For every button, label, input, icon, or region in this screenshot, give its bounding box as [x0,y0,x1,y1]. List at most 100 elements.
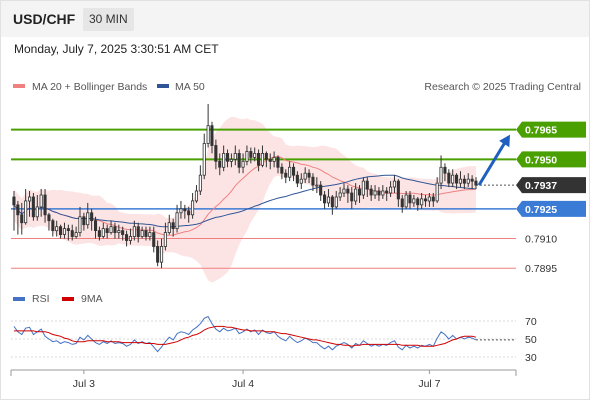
candle [113,222,117,239]
credit-label: Research © 2025 Trading Central [424,81,581,93]
candle [24,189,28,225]
candle [245,145,249,166]
candle [214,139,218,170]
level-tag-bg-3 [516,200,586,217]
candle-body [350,192,354,202]
candle-body [342,188,346,194]
candle-body [408,194,412,204]
candle-body [451,174,455,184]
candle [82,212,86,231]
candle-body [78,216,82,234]
candle-body [439,166,443,184]
candle-body [299,178,303,184]
currency-pair-title: USD/CHF [13,11,76,27]
candle-body [179,208,183,214]
candle [105,224,109,239]
candle [210,121,214,154]
candle [175,204,179,233]
candle [66,224,70,241]
candle [16,200,20,235]
candle [338,187,342,201]
candle [303,167,307,184]
level-label-4: 0.7910 [525,234,557,246]
candle-body [24,200,28,224]
candle-body [43,194,47,216]
candle [70,224,74,241]
candle-body [431,196,435,202]
candle [322,191,327,209]
candle [74,226,78,239]
candle [474,177,478,190]
candle [443,163,447,182]
candle-body [276,156,280,168]
rsi-tick-label-1: 50 [525,334,537,346]
candle-body [272,156,276,162]
candle [12,191,16,231]
candle-body [284,172,288,178]
candle-body [62,228,66,235]
rsi-legend-label: RSI [32,293,50,305]
candle-body [152,232,156,247]
level-tag-bg-0 [516,121,586,138]
candle [319,181,323,201]
candle [97,226,101,241]
candle [148,226,152,241]
candle [396,179,400,207]
candle-body [132,226,136,237]
candle-body [454,174,459,184]
candle-body [159,245,164,263]
rsi-tick-label-2: 30 [525,352,537,364]
candle [357,185,362,203]
candle-body [237,152,241,168]
chart-datetime: Monday, July 7, 2025 3:30:51 AM CET [14,42,219,56]
candle [392,175,396,194]
candle-body [373,190,377,196]
candle-body [74,232,78,238]
candle [284,169,288,184]
candle-body [190,200,195,216]
candle [400,194,404,213]
candle-body [264,152,268,160]
candle [198,165,202,195]
candle-body [66,228,70,232]
candle-body [105,228,109,234]
candle-body [253,152,257,158]
candle-body [404,194,408,208]
rsi-tick-label-0: 70 [525,316,537,328]
candle-body [171,222,175,229]
candle-body [288,166,292,178]
candle [291,163,296,182]
candle [454,173,459,190]
timeframe-badge[interactable]: 30 MIN [83,8,134,31]
candle-body [392,180,396,188]
ma20-legend-swatch [13,84,25,88]
candle [121,226,125,241]
candle-body [233,152,237,160]
candle-body [229,158,233,162]
x-tick-label-0: Jul 3 [73,378,95,390]
candle-body [47,214,51,222]
candle-body [121,230,125,236]
candle [346,185,350,203]
candle-body [256,152,261,166]
candle-body [458,178,462,184]
candle [280,163,284,180]
candle-body [315,184,319,187]
rsi-legend-swatch [13,297,25,301]
candle [315,177,319,194]
candle [427,193,431,207]
candle-body [377,190,381,196]
rsi-series-0 [13,315,477,353]
candle-body [396,180,400,200]
candle-body [319,184,323,196]
candle-body [466,178,470,184]
ma50-legend-label: MA 50 [175,81,205,93]
candle [365,177,369,197]
candle-body [20,214,24,224]
candle [62,222,66,239]
candle [408,191,412,209]
candle-body [225,152,230,162]
candle-body [86,212,90,226]
candle [59,224,63,239]
candle-body [206,125,210,144]
